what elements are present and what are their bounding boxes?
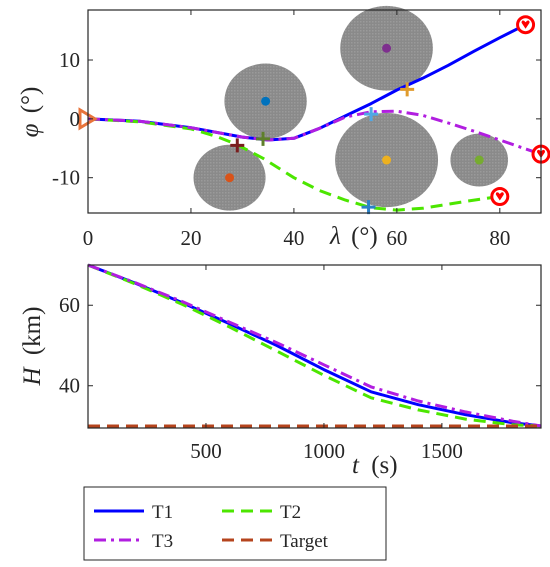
top-series-t3 (87, 109, 542, 156)
obstacle-center-3 (382, 43, 392, 53)
waypoint-cross-3 (364, 107, 379, 122)
top-x-ticks: 0 20 40 60 80 (83, 10, 510, 250)
bottom-y-axis-symbol: H (19, 365, 46, 386)
top-y-tick-label: 0 (70, 107, 81, 131)
trajectory-lines (87, 23, 542, 212)
waypoint-cross-2 (256, 131, 271, 146)
top-x-axis-label: λ (°) (329, 223, 378, 250)
top-y-axis-symbol: φ (17, 123, 44, 137)
top-x-tick-label: 80 (489, 226, 510, 250)
waypoint-cross-1 (230, 138, 245, 153)
top-series-t1 (87, 23, 527, 142)
legend-label-t1: T1 (152, 502, 173, 523)
bottom-plot-frame (87, 264, 542, 429)
top-x-tick-label: 0 (83, 226, 94, 250)
legend-label-t2: T2 (280, 502, 301, 523)
waypoint-cross-4 (361, 200, 376, 215)
top-series-t2 (87, 117, 501, 212)
obstacle-center-4 (382, 155, 392, 165)
top-plot-frame (87, 9, 542, 214)
bottom-x-ticks: 500 1000 1500 (190, 265, 463, 463)
legend-items: T1 T2 T3 Target (94, 502, 329, 552)
legend-label-t3: T3 (152, 531, 173, 552)
bottom-y-axis-unit: (km) (19, 307, 46, 356)
bottom-plot-background (88, 265, 541, 428)
legend-box (83, 486, 387, 561)
top-y-ticks: -10 0 10 (52, 48, 541, 190)
top-y-axis-unit: (°) (17, 87, 44, 114)
obstacle-center-5 (474, 155, 484, 165)
top-x-axis-unit: (°) (351, 223, 378, 250)
end-marker-heart-6 (521, 20, 530, 29)
top-y-axis-label: φ (°) (17, 87, 44, 138)
legend-label-target: Target (280, 531, 329, 552)
top-y-tick-label: -10 (52, 166, 80, 190)
bottom-x-axis-symbol: t (352, 452, 360, 479)
bottom-y-tick-label: 60 (59, 293, 80, 317)
altitude-lines (87, 263, 542, 428)
bottom-altitude-plot: 500 1000 1500 40 60 t (s) H (km) (19, 263, 542, 479)
bottom-x-axis-unit: (s) (371, 452, 397, 479)
bottom-y-ticks: 40 60 (59, 293, 541, 398)
end-marker-heart-7 (495, 192, 504, 201)
top-y-tick-label: 10 (59, 48, 80, 72)
obstacle-layer (193, 5, 509, 211)
top-x-axis-symbol: λ (329, 223, 341, 250)
legend: T1 T2 T3 Target (83, 486, 387, 561)
top-x-tick-label: 40 (283, 226, 304, 250)
top-x-tick-label: 60 (386, 226, 407, 250)
bottom-x-tick-label: 500 (190, 439, 222, 463)
top-trajectory-plot: 0 20 40 60 80 -10 0 10 λ (°) φ (°) (17, 5, 550, 250)
bottom-x-tick-label: 1500 (421, 439, 463, 463)
obstacle-center-2 (225, 173, 235, 183)
obstacle-center-1 (261, 96, 271, 106)
bottom-x-axis-label: t (s) (352, 452, 398, 479)
bottom-series-t3 (87, 263, 542, 428)
waypoint-cross-5 (400, 82, 415, 97)
bottom-y-axis-label: H (km) (19, 307, 46, 387)
bottom-x-tick-label: 1000 (303, 439, 345, 463)
bottom-series-t2 (87, 263, 542, 428)
bottom-y-tick-label: 40 (59, 374, 80, 398)
top-x-tick-label: 20 (180, 226, 201, 250)
